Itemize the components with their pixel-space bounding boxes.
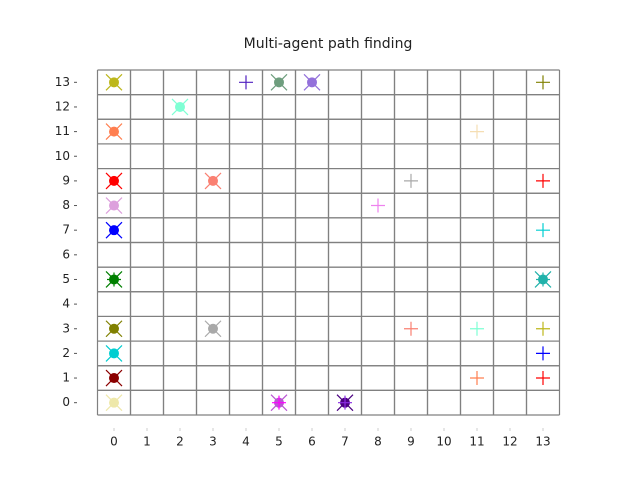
agent-start-x — [105, 344, 123, 362]
agent-start-x — [204, 320, 222, 338]
x-tick-label: 2 — [176, 435, 184, 449]
y-tick-label: 0 — [62, 395, 70, 409]
agent-goal — [470, 124, 484, 139]
y-tick-label: 9 — [62, 173, 70, 187]
y-tick-label: 3 — [62, 321, 70, 335]
agent-goal — [536, 321, 550, 336]
x-tick-label: 7 — [341, 435, 349, 449]
agent-goal — [404, 173, 418, 188]
agent-goal — [239, 75, 253, 90]
agent-goal — [536, 173, 550, 188]
x-tick-label: 3 — [209, 435, 217, 449]
agent-start-x — [171, 98, 189, 116]
agent-start-x — [105, 73, 123, 91]
agent-start-x — [204, 172, 222, 190]
x-tick-label: 6 — [308, 435, 316, 449]
y-tick-label: 13 — [55, 75, 70, 89]
y-tick-label: 1 — [62, 371, 70, 385]
x-tick-label: 1 — [143, 435, 151, 449]
agent-goal — [107, 272, 121, 287]
agent-goal — [338, 395, 352, 410]
agent-start-x — [105, 197, 123, 214]
agent-goal — [272, 395, 286, 410]
chart-title: Multi-agent path finding — [244, 36, 413, 52]
agent-goal — [404, 321, 418, 336]
x-tick-label: 13 — [535, 435, 550, 449]
agent-start-x — [105, 123, 123, 141]
y-tick-label: 10 — [55, 149, 70, 163]
y-tick-label: 4 — [62, 297, 70, 311]
agent-start-x — [270, 73, 288, 91]
x-tick-label: 5 — [275, 435, 283, 449]
x-tick-label: 8 — [374, 435, 382, 449]
y-tick-label: 8 — [62, 198, 70, 212]
agent-goal — [536, 371, 550, 386]
agent-goal — [536, 75, 550, 90]
agent-start-x — [105, 172, 123, 190]
agent-start-x — [105, 394, 123, 412]
x-tick-label: 0 — [110, 435, 118, 449]
x-tick-label: 4 — [242, 435, 250, 449]
agent-goal — [371, 198, 385, 213]
agent-goal — [470, 371, 484, 386]
x-tick-label: 9 — [407, 435, 415, 449]
x-tick-label: 12 — [502, 435, 517, 449]
agent-start-x — [105, 369, 123, 387]
y-tick-label: 2 — [62, 346, 70, 360]
y-tick-label: 5 — [62, 272, 70, 286]
y-tick-label: 11 — [55, 124, 70, 138]
agent-goal — [536, 346, 550, 361]
x-tick-label: 10 — [436, 435, 451, 449]
x-tick-label: 11 — [469, 435, 484, 449]
y-tick-label: 12 — [55, 99, 70, 113]
agent-start-x — [303, 73, 321, 91]
agent-start-x — [105, 221, 123, 239]
agent-goal — [470, 321, 484, 336]
agent-goal — [536, 223, 550, 238]
y-tick-label: 6 — [62, 247, 70, 261]
agent-goal — [536, 272, 550, 287]
agent-start-x — [105, 320, 123, 338]
y-tick-label: 7 — [62, 223, 70, 237]
